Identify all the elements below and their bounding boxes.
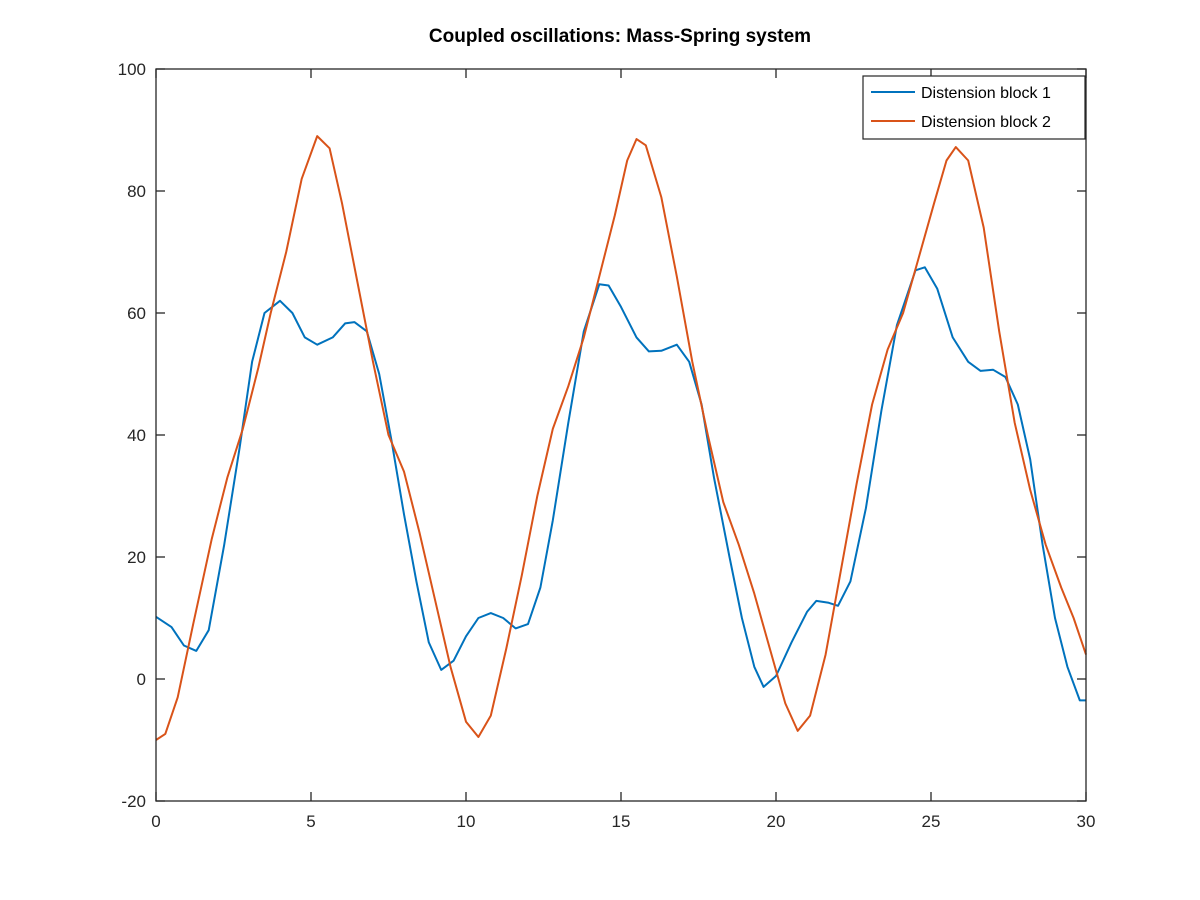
y-tick-label: 20 bbox=[127, 548, 146, 567]
legend: Distension block 1 Distension block 2 bbox=[862, 75, 1086, 140]
y-tick-label: -20 bbox=[121, 792, 146, 811]
legend-label-1: Distension block 1 bbox=[921, 85, 1051, 102]
x-tick-label: 25 bbox=[922, 812, 941, 831]
series-layer bbox=[155, 135, 1087, 741]
x-tick-label: 30 bbox=[1077, 812, 1096, 831]
series-line-1 bbox=[155, 266, 1086, 702]
plot-frame bbox=[155, 68, 1087, 802]
x-tick-label: 0 bbox=[151, 812, 160, 831]
y-tick-label: 40 bbox=[127, 426, 146, 445]
y-tick-label: 0 bbox=[137, 670, 146, 689]
series-line-2 bbox=[155, 135, 1087, 741]
chart-title: Coupled oscillations: Mass-Spring system bbox=[429, 26, 811, 47]
x-tick-label: 20 bbox=[767, 812, 786, 831]
y-tick-label: 100 bbox=[118, 60, 146, 79]
x-tick-label: 10 bbox=[457, 812, 476, 831]
legend-box bbox=[862, 75, 1086, 140]
x-tick-label: 15 bbox=[612, 812, 631, 831]
x-tick-label: 5 bbox=[306, 812, 315, 831]
y-tick-label: 60 bbox=[127, 304, 146, 323]
tick-layer: 0 5 10 15 20 25 30 -20 0 20 40 60 80 100 bbox=[118, 60, 1096, 831]
legend-label-2: Distension block 2 bbox=[921, 114, 1051, 131]
plot-area bbox=[156, 69, 1086, 801]
y-tick-label: 80 bbox=[127, 182, 146, 201]
